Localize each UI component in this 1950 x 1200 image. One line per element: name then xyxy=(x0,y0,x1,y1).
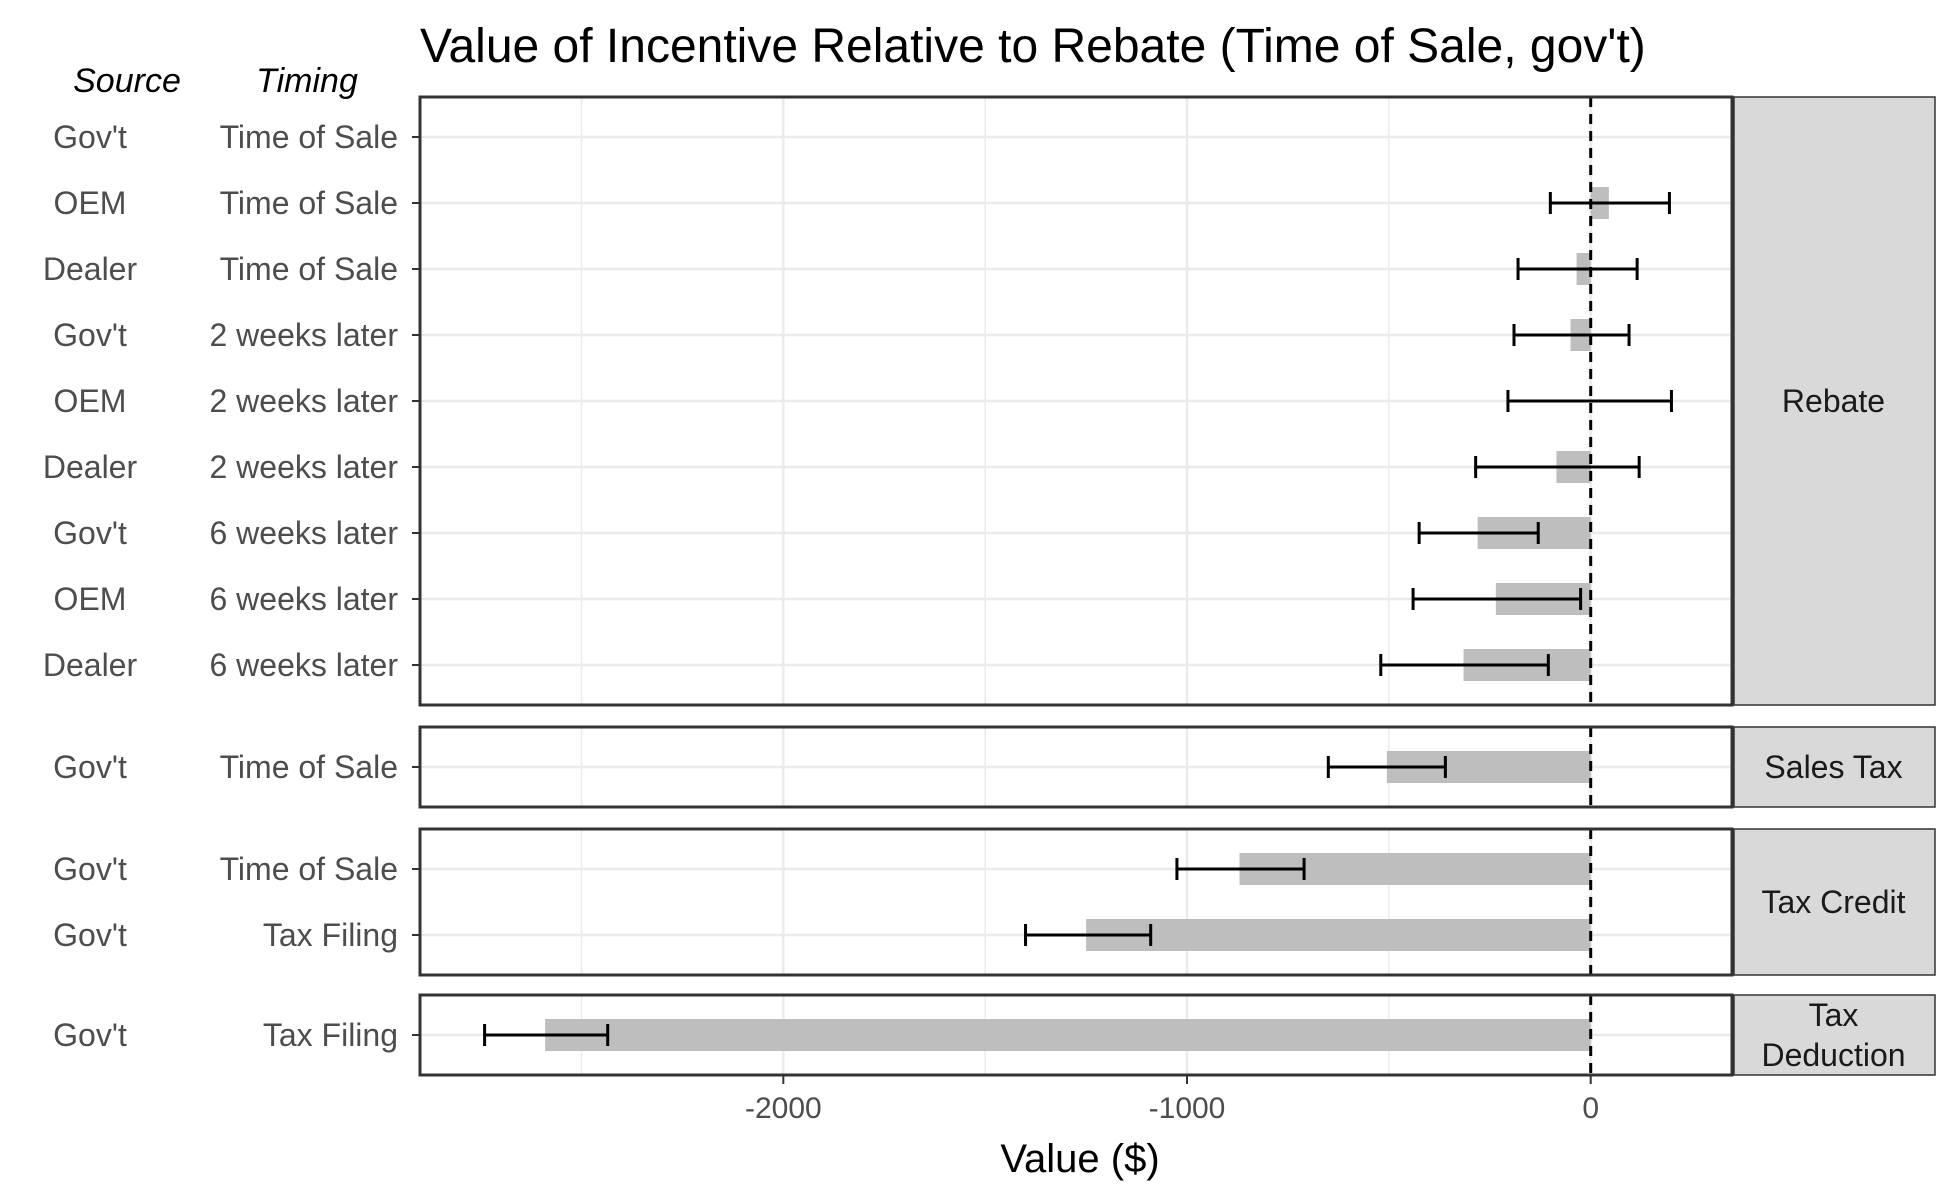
panel-2: Gov't Time of Sale Gov't Tax Filing Tax Cred… xyxy=(53,827,1936,977)
source-label: Dealer xyxy=(43,449,138,485)
timing-column-header: Timing xyxy=(256,62,358,100)
source-label: OEM xyxy=(54,185,127,221)
x-axis-title: Value ($) xyxy=(1000,1137,1159,1181)
chart-title: Value of Incentive Relative to Rebate (T… xyxy=(420,20,1646,73)
panel-border xyxy=(418,725,1734,809)
source-label: Gov't xyxy=(53,1017,127,1053)
source-label: Gov't xyxy=(53,119,127,155)
source-label: Dealer xyxy=(43,647,138,683)
x-tick-label: -1000 xyxy=(1149,1092,1226,1125)
facet-strip xyxy=(1733,726,1936,808)
timing-label: Time of Sale xyxy=(220,749,398,785)
timing-label: 2 weeks later xyxy=(209,383,398,419)
timing-label: 6 weeks later xyxy=(209,581,398,617)
panel-0: Gov't Time of Sale OEM Time of Sale Dealer Ti… xyxy=(43,95,1936,707)
panel-border xyxy=(418,993,1734,1077)
error-bar xyxy=(1548,192,1671,214)
error-bar xyxy=(1506,390,1673,412)
timing-label: Time of Sale xyxy=(220,251,398,287)
facet-strip-label: Tax Credit xyxy=(1761,884,1905,920)
source-label: Dealer xyxy=(43,251,138,287)
panel-border xyxy=(418,827,1734,977)
error-bar xyxy=(1411,588,1583,610)
source-label: Gov't xyxy=(53,749,127,785)
source-column-header: Source xyxy=(73,62,181,100)
facet-strip xyxy=(1733,994,1936,1076)
error-bar xyxy=(1175,858,1306,880)
error-bar xyxy=(1379,654,1550,676)
error-bar xyxy=(1326,756,1447,778)
timing-label: 2 weeks later xyxy=(209,317,398,353)
panel-background xyxy=(420,829,1732,975)
source-label: Gov't xyxy=(53,515,127,551)
panel-3: Gov't Tax Filing Tax Deduction xyxy=(53,993,1936,1077)
error-bar xyxy=(1516,258,1639,280)
error-bar xyxy=(1024,924,1153,946)
timing-label: Time of Sale xyxy=(220,185,398,221)
source-label: OEM xyxy=(54,581,127,617)
x-tick-label: 0 xyxy=(1582,1092,1599,1125)
error-bar xyxy=(1512,324,1631,346)
error-bar xyxy=(483,1024,610,1046)
facet-strip-label: Deduction xyxy=(1761,1037,1905,1073)
facet-strip xyxy=(1733,828,1936,976)
source-label: Gov't xyxy=(53,851,127,887)
x-tick-label: -2000 xyxy=(745,1092,822,1125)
error-bar xyxy=(1417,522,1540,544)
error-bar xyxy=(1474,456,1641,478)
x-axis: -2000 -1000 0 xyxy=(745,1075,1599,1125)
facet-strip xyxy=(1733,96,1936,706)
panel-border xyxy=(418,95,1734,707)
timing-label: Tax Filing xyxy=(263,1017,398,1053)
timing-label: Tax Filing xyxy=(263,917,398,953)
bar xyxy=(1086,919,1591,951)
source-label: Gov't xyxy=(53,317,127,353)
chart-panels: Gov't Time of Sale OEM Time of Sale Dealer Ti… xyxy=(43,95,1936,1077)
facet-strip-label: Rebate xyxy=(1782,383,1885,419)
bar xyxy=(545,1019,1591,1051)
timing-label: 2 weeks later xyxy=(209,449,398,485)
facet-strip-label: Sales Tax xyxy=(1764,749,1902,785)
panel-1: Gov't Time of Sale Sales Tax xyxy=(53,725,1936,809)
timing-label: 6 weeks later xyxy=(209,515,398,551)
source-label: OEM xyxy=(54,383,127,419)
source-label: Gov't xyxy=(53,917,127,953)
timing-label: Time of Sale xyxy=(220,851,398,887)
facet-strip-label: Tax xyxy=(1809,997,1859,1033)
timing-label: Time of Sale xyxy=(220,119,398,155)
timing-label: 6 weeks later xyxy=(209,647,398,683)
